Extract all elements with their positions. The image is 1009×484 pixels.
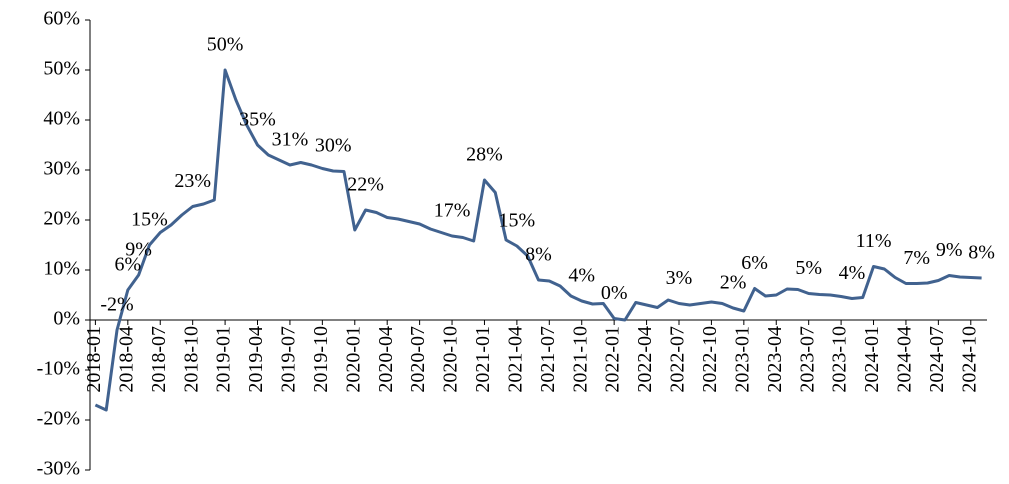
- x-tick-label: 2021-07: [537, 326, 559, 393]
- x-tick-label: 2022-01: [602, 326, 624, 393]
- data-label: 3%: [666, 267, 693, 289]
- x-tick-label: 2020-10: [440, 326, 462, 393]
- x-tick-label: 2024-10: [958, 326, 980, 393]
- x-tick-label: 2019-01: [213, 326, 235, 393]
- x-tick-label: 2020-04: [375, 326, 397, 393]
- x-tick-label: 2022-07: [667, 326, 689, 393]
- data-label: 11%: [856, 230, 892, 252]
- x-tick-label: 2021-10: [569, 326, 591, 393]
- data-label: 9%: [125, 239, 152, 261]
- x-tick-label: 2024-04: [894, 326, 916, 393]
- data-label: 22%: [347, 174, 384, 196]
- x-tick-label: 2019-07: [278, 326, 300, 393]
- x-tick-label: 2018-10: [180, 326, 202, 393]
- x-tick-label: 2019-10: [310, 326, 332, 393]
- x-tick-label: 2023-07: [796, 326, 818, 393]
- x-tick-label: 2020-07: [407, 326, 429, 393]
- x-tick-label: 2024-01: [861, 326, 883, 393]
- x-tick-label: 2023-01: [731, 326, 753, 393]
- y-tick-label: 60%: [43, 8, 80, 30]
- data-label: 30%: [315, 135, 352, 157]
- x-tick-label: 2022-04: [634, 326, 656, 393]
- data-label: 6%: [114, 254, 141, 276]
- y-tick-label: -30%: [37, 458, 80, 480]
- data-label: 7%: [903, 247, 930, 269]
- data-line: [94, 68, 982, 412]
- x-tick-label: 2019-04: [245, 326, 267, 393]
- x-tick-label: 2018-07: [148, 326, 170, 393]
- data-label: 8%: [525, 244, 552, 266]
- y-tick-label: 50%: [43, 58, 80, 80]
- y-tick-label: 20%: [43, 208, 80, 230]
- data-label: 4%: [568, 265, 595, 287]
- data-label: 15%: [499, 210, 536, 232]
- data-label: 6%: [741, 252, 768, 274]
- data-label: 0%: [601, 282, 628, 304]
- data-label: 2%: [720, 272, 747, 294]
- x-tick-label: 2021-01: [472, 326, 494, 393]
- data-label: 31%: [272, 129, 309, 151]
- y-tick-label: -10%: [37, 358, 80, 380]
- data-label: 28%: [466, 144, 503, 166]
- y-tick-label: -20%: [37, 408, 80, 430]
- y-tick-label: 10%: [43, 258, 80, 280]
- x-tick-label: 2021-04: [504, 326, 526, 393]
- x-tick-label: 2024-07: [926, 326, 948, 393]
- data-label: 9%: [936, 239, 963, 261]
- data-label: 4%: [839, 262, 866, 284]
- data-label: 17%: [434, 200, 471, 222]
- x-tick-label: 2023-10: [829, 326, 851, 393]
- x-tick-label: 2020-01: [342, 326, 364, 393]
- x-tick-label: 2023-04: [764, 326, 786, 393]
- y-tick-label: 30%: [43, 158, 80, 180]
- data-label: -2%: [100, 294, 133, 316]
- x-tick-label: 2018-01: [83, 326, 105, 393]
- data-label: 5%: [795, 257, 822, 279]
- x-tick-label: 2022-10: [699, 326, 721, 393]
- data-label: 35%: [239, 109, 276, 131]
- data-label: 15%: [131, 209, 168, 231]
- data-label: 50%: [207, 34, 244, 56]
- y-tick-label: 40%: [43, 108, 80, 130]
- data-label: 23%: [174, 170, 211, 192]
- data-label: 8%: [968, 242, 995, 264]
- x-tick-label: 2018-04: [115, 326, 137, 393]
- y-tick-label: 0%: [53, 308, 80, 330]
